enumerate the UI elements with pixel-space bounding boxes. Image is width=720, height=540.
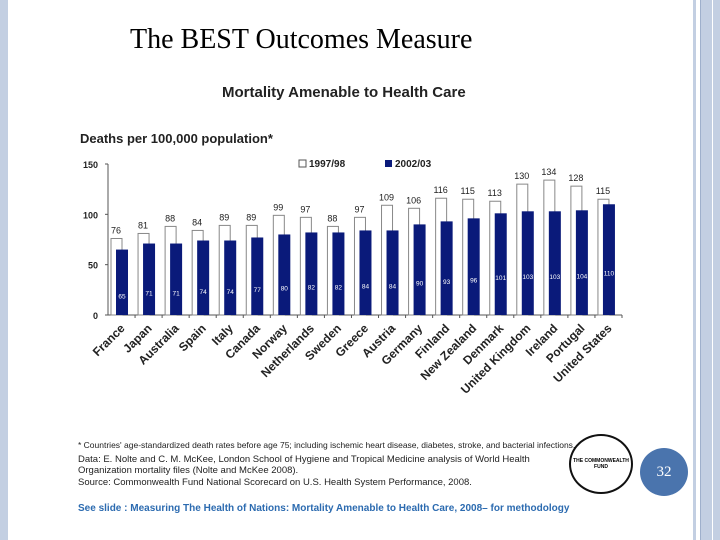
- data-label-2002-03: 110: [604, 271, 615, 278]
- data-label-1997-98: 76: [111, 225, 121, 235]
- commonwealth-fund-logo: THE COMMONWEALTH FUND: [569, 434, 633, 494]
- y-tick-label: 50: [88, 261, 98, 271]
- data-label-1997-98: 97: [354, 204, 364, 214]
- bar-2002-03: [305, 232, 318, 315]
- data-label-1997-98: 81: [138, 220, 148, 230]
- bar-2002-03: [602, 204, 615, 315]
- data-label-2002-03: 80: [281, 286, 289, 293]
- legend-swatch-2002-03: [385, 160, 392, 167]
- footnote-source: Source: Commonwealth Fund National Score…: [78, 477, 472, 488]
- footnote-data: Data: E. Nolte and C. M. McKee, London S…: [78, 454, 530, 476]
- see-slide-note: See slide : Measuring The Health of Nati…: [78, 503, 570, 514]
- bar-2002-03: [467, 218, 480, 315]
- data-label-2002-03: 84: [362, 284, 370, 291]
- data-label-2002-03: 71: [172, 290, 180, 297]
- data-label-1997-98: 113: [488, 188, 502, 198]
- bar-2002-03: [332, 232, 345, 315]
- bar-2002-03: [170, 243, 183, 315]
- data-label-2002-03: 103: [549, 274, 560, 281]
- legend-swatch-1997-98: [298, 159, 307, 168]
- data-label-2002-03: 77: [254, 287, 262, 294]
- data-label-1997-98: 97: [300, 204, 310, 214]
- data-label-1997-98: 99: [273, 202, 283, 212]
- data-label-2002-03: 65: [118, 293, 126, 300]
- data-label-1997-98: 89: [219, 212, 229, 222]
- bar-2002-03: [521, 211, 534, 315]
- right-border-line: [712, 0, 713, 540]
- bar-2002-03: [494, 213, 507, 315]
- right-border-band: [700, 0, 720, 540]
- legend-label-2002-03: 2002/03: [395, 159, 432, 170]
- y-tick-label: 0: [93, 311, 98, 321]
- data-label-1997-98: 128: [568, 173, 583, 183]
- data-label-2002-03: 74: [200, 289, 208, 296]
- bar-2002-03: [251, 237, 264, 315]
- bar-2002-03: [440, 221, 453, 315]
- y-tick-label: 150: [83, 160, 98, 170]
- data-label-2002-03: 96: [470, 278, 478, 285]
- bar-2002-03: [116, 249, 128, 315]
- data-label-2002-03: 74: [227, 289, 235, 296]
- right-border: [693, 0, 696, 540]
- chart-title: Mortality Amenable to Health Care: [222, 84, 466, 101]
- data-label-2002-03: 82: [308, 285, 316, 292]
- bar-2002-03: [548, 211, 561, 315]
- data-label-1997-98: 115: [461, 186, 475, 196]
- data-label-2002-03: 84: [389, 284, 397, 291]
- bar-2002-03: [413, 224, 426, 315]
- data-label-2002-03: 93: [443, 279, 451, 286]
- data-label-1997-98: 88: [165, 213, 175, 223]
- y-tick-label: 100: [83, 210, 98, 220]
- bar-2002-03: [224, 240, 237, 315]
- data-label-2002-03: 71: [145, 290, 153, 297]
- page-number: 32: [640, 448, 688, 496]
- data-label-1997-98: 130: [514, 171, 529, 181]
- data-label-2002-03: 82: [335, 285, 343, 292]
- bar-chart: 0501001507665France8171Japan8871Australi…: [83, 159, 623, 397]
- bar-2002-03: [278, 234, 291, 315]
- data-label-1997-98: 115: [596, 186, 610, 196]
- data-label-2002-03: 104: [576, 274, 587, 281]
- data-label-1997-98: 89: [246, 212, 256, 222]
- bar-2002-03: [359, 230, 372, 315]
- data-label-1997-98: 106: [406, 195, 421, 205]
- y-axis-label: Deaths per 100,000 population*: [80, 131, 273, 146]
- bar-2002-03: [575, 210, 588, 315]
- data-label-2002-03: 103: [522, 274, 533, 281]
- data-label-1997-98: 116: [433, 185, 447, 195]
- x-tick-label: France: [90, 321, 128, 359]
- data-label-2002-03: 101: [495, 275, 506, 282]
- footnote-asterisk: * Countries' age-standardized death rate…: [78, 440, 576, 450]
- x-tick-label: Spain: [176, 321, 209, 354]
- legend-label-1997-98: 1997/98: [309, 159, 346, 170]
- data-label-1997-98: 88: [327, 213, 337, 223]
- data-label-1997-98: 84: [192, 217, 202, 227]
- data-label-1997-98: 134: [541, 167, 556, 177]
- data-label-1997-98: 109: [379, 192, 394, 202]
- bar-2002-03: [386, 230, 399, 315]
- left-border: [0, 0, 8, 540]
- bar-2002-03: [143, 243, 156, 315]
- data-label-2002-03: 90: [416, 281, 424, 288]
- slide-title: The BEST Outcomes Measure: [130, 24, 473, 55]
- bar-2002-03: [197, 240, 210, 315]
